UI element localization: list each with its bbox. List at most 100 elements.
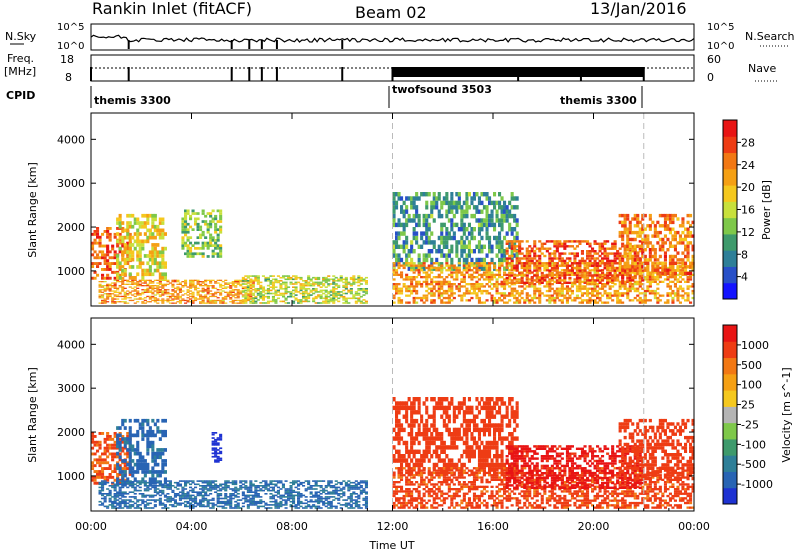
heatmap-cell [106,283,110,285]
heatmap-cell [199,502,203,505]
heatmap-cell [138,281,142,283]
heatmap-cell [254,297,258,300]
heatmap-cell [332,283,336,285]
heatmap-cell [676,299,680,302]
heatmap-cell [648,292,652,295]
heatmap-cell [261,294,265,296]
heatmap-cell [156,451,160,456]
heatmap-cell [106,478,110,482]
heatmap-cell [450,205,454,210]
heatmap-cell [118,217,122,222]
heatmap-cell [445,257,449,263]
heatmap-cell [199,500,203,503]
heatmap-cell [425,235,429,241]
heatmap-cell [216,452,220,455]
heatmap-cell [201,480,205,482]
heatmap-cell [636,258,640,262]
heatmap-cell [153,297,157,299]
heatmap-cell [166,283,170,285]
heatmap-cell [297,300,301,303]
heatmap-cell [505,205,509,210]
heatmap-cell [646,287,650,290]
heatmap-cell [565,240,569,243]
heatmap-cell [425,253,429,258]
heatmap-cell [545,262,549,265]
heatmap-cell [593,240,597,243]
heatmap-cell [623,287,627,290]
heatmap-cell [297,299,301,301]
heatmap-cell [560,271,564,275]
heatmap-cell [503,292,507,295]
heatmap-cell [651,268,655,272]
heatmap-cell [166,279,170,281]
heatmap-cell [608,280,612,283]
heatmap-cell [553,269,557,272]
heatmap-cell [651,271,655,274]
heatmap-cell [209,293,213,295]
heatmap-cell [498,200,502,206]
heatmap-cell [395,285,399,288]
heatmap-cell [601,252,605,255]
heatmap-cell [156,470,160,474]
heatmap-cell [98,491,102,493]
heatmap-cell [106,461,110,465]
heatmap-cell [563,245,567,248]
heatmap-cell [143,282,147,284]
heatmap-cell [299,299,303,301]
heatmap-cell [485,218,489,223]
heatmap-cell [136,285,140,287]
heatmap-cell [503,296,507,300]
heatmap-cell [269,275,273,277]
heatmap-cell [565,287,569,290]
heatmap-cell [196,294,200,296]
heatmap-cell [181,497,185,500]
heatmap-cell [189,285,193,287]
heatmap-cell [442,296,446,300]
heatmap-cell [681,251,685,255]
heatmap-cell [128,243,132,247]
heatmap-cell [246,288,250,290]
heatmap-cell [467,283,471,286]
heatmap-cell [128,448,132,452]
heatmap-cell [236,289,240,291]
heatmap-cell [467,266,471,270]
heatmap-cell [354,302,358,304]
heatmap-cell [244,291,248,293]
heatmap-cell [678,224,682,228]
heatmap-cell [244,289,248,292]
heatmap-cell [684,265,688,269]
heatmap-cell [568,257,572,260]
heatmap-cell [555,247,559,250]
heatmap-cell [653,251,657,255]
heatmap-cell [189,286,193,288]
heatmap-cell [460,209,464,214]
heatmap-cell [153,422,157,427]
heatmap-cell [447,285,451,288]
heatmap-cell [608,285,612,288]
heatmap-cell [126,455,130,459]
heatmap-cell [666,266,670,270]
heatmap-cell [181,294,185,296]
heatmap-cell [158,429,162,434]
heatmap-cell [568,259,572,263]
heatmap-cell [417,196,421,201]
heatmap-cell [440,253,444,258]
heatmap-cell [236,299,240,302]
heatmap-cell [299,289,303,292]
heatmap-cell [452,235,456,241]
heatmap-cell [475,276,479,279]
heatmap-cell [194,247,198,250]
heatmap-cell [168,485,172,487]
heatmap-cell [161,279,165,281]
heatmap-cell [515,264,519,267]
heatmap-cell [410,276,414,279]
heatmap-cell [241,295,245,298]
heatmap-cell [548,259,552,263]
heatmap-cell [141,437,145,441]
heatmap-cell [151,459,155,463]
heatmap-cell [249,286,253,288]
heatmap-cell [176,295,180,298]
heatmap-cell [166,298,170,300]
heatmap-cell [671,227,675,231]
heatmap-cell [646,258,650,262]
